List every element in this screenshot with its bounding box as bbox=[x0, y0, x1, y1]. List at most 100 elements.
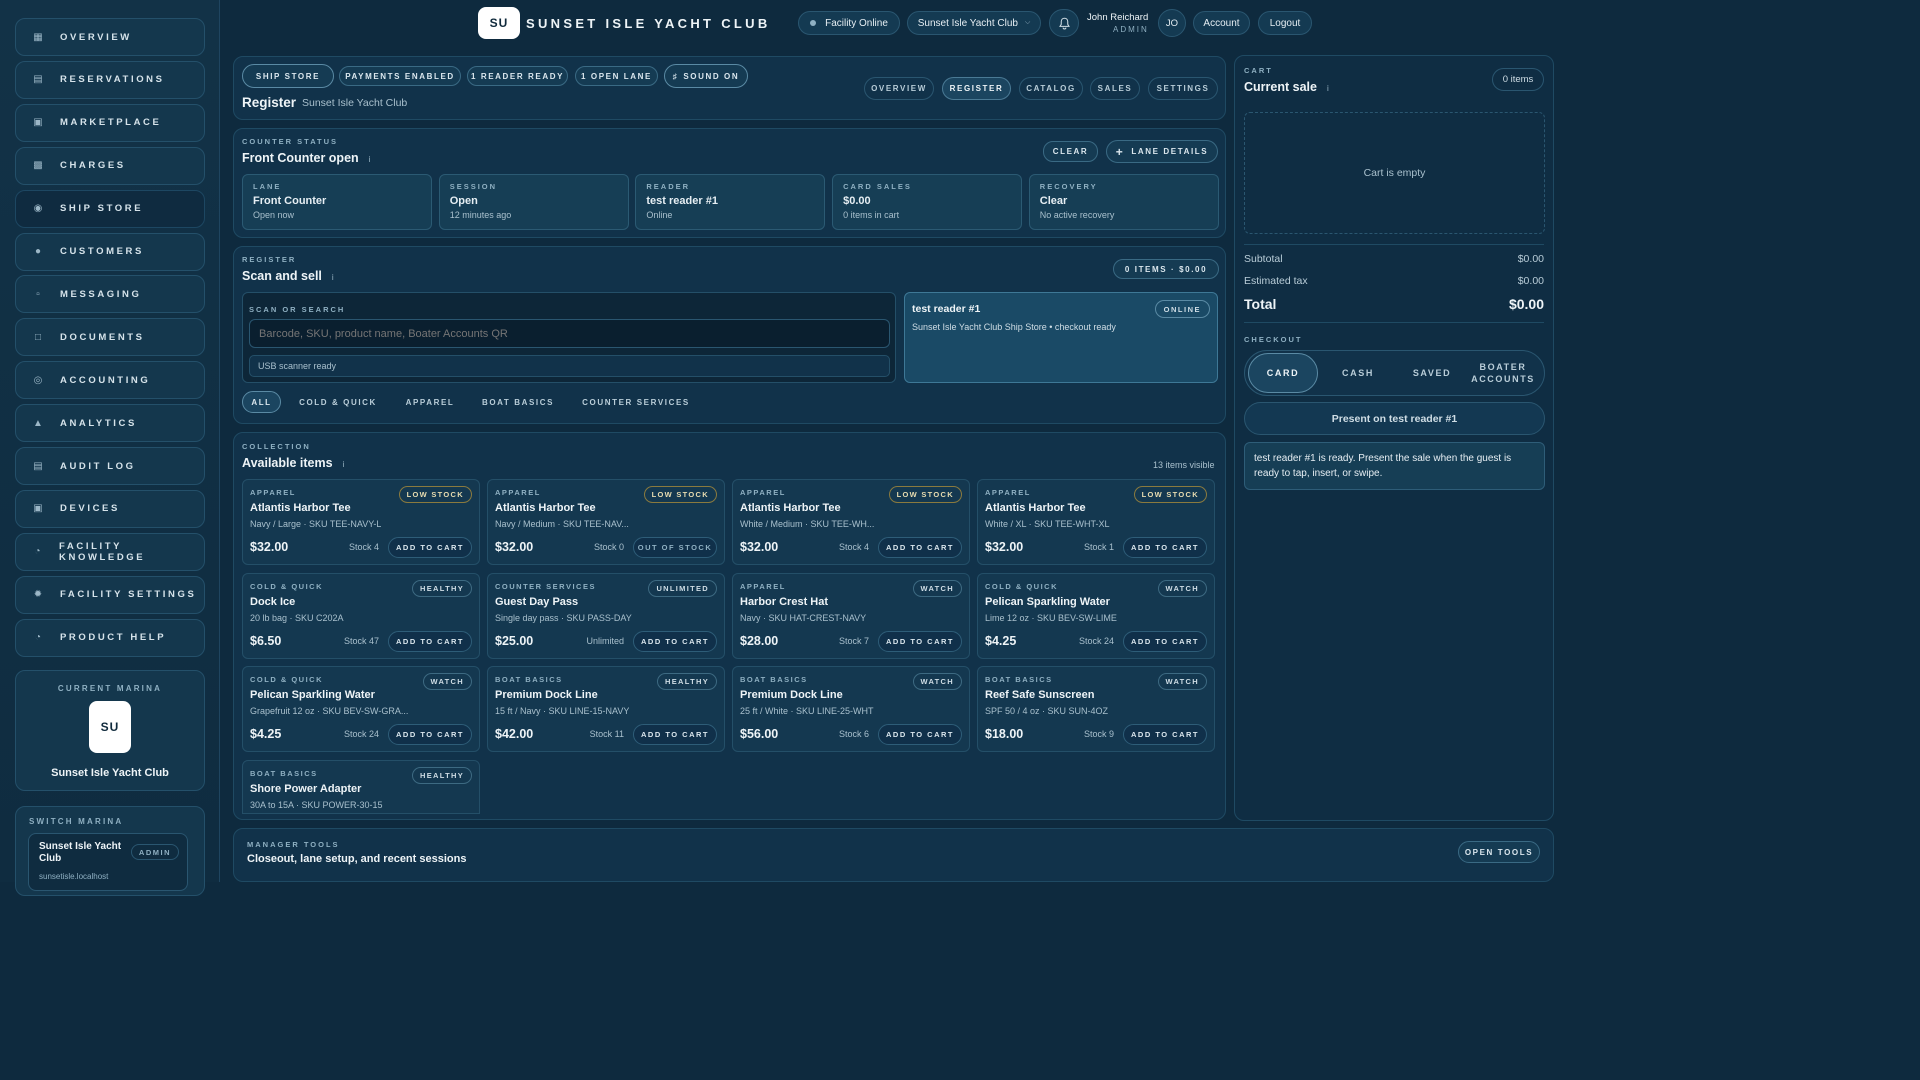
clear-button[interactable]: CLEAR bbox=[1043, 141, 1098, 162]
product-stock: Stock 24 bbox=[343, 729, 379, 739]
tab-settings[interactable]: SETTINGS bbox=[1148, 77, 1218, 100]
marina-logo: SU bbox=[89, 701, 131, 753]
product-stock: Stock 47 bbox=[343, 635, 379, 646]
sidebar-item-ship-store[interactable]: ◉ SHIP STORE bbox=[15, 189, 205, 228]
account-button[interactable]: Account bbox=[1193, 11, 1250, 35]
sidebar-item-overview[interactable]: ▦ OVERVIEW bbox=[15, 18, 205, 56]
manager-title: Closeout, lane setup, and recent session… bbox=[247, 853, 467, 865]
tab-sales[interactable]: SALES bbox=[1090, 77, 1140, 100]
log-icon: ▤ bbox=[33, 460, 43, 472]
sidebar-item-label: CUSTOMERS bbox=[60, 246, 144, 257]
info-icon[interactable]: i bbox=[342, 460, 345, 469]
add-to-cart-button[interactable]: ADD TO CART bbox=[633, 724, 717, 745]
stock-badge: HEALTHY bbox=[412, 766, 472, 784]
add-to-cart-button[interactable]: ADD TO CART bbox=[388, 630, 472, 652]
present-on-reader-button[interactable]: Present on test reader #1 bbox=[1244, 402, 1545, 435]
add-to-cart-button[interactable]: ADD TO CART bbox=[878, 724, 962, 745]
product-price: $18.00 bbox=[985, 727, 1024, 741]
add-to-cart-button[interactable]: ADD TO CART bbox=[388, 537, 472, 558]
product-stock: Stock 0 bbox=[593, 542, 624, 552]
product-category: APPAREL bbox=[250, 488, 296, 497]
payment-card[interactable]: CARD bbox=[1248, 353, 1318, 393]
product-name: Atlantis Harbor Tee bbox=[985, 502, 1086, 514]
stat-label: RECOVERY bbox=[1039, 182, 1098, 191]
add-to-cart-button[interactable]: ADD TO CART bbox=[1123, 537, 1207, 558]
product-category: COLD & QUICK bbox=[250, 675, 323, 684]
logout-button[interactable]: Logout bbox=[1258, 11, 1312, 35]
add-to-cart-button[interactable]: ADD TO CART bbox=[1123, 724, 1207, 745]
bag-icon: ◉ bbox=[33, 203, 43, 215]
filter-counter-services[interactable]: COUNTER SERVICES bbox=[582, 397, 690, 407]
add-to-cart-button[interactable]: ADD TO CART bbox=[878, 630, 962, 652]
subtotal-label: Subtotal bbox=[1244, 253, 1283, 265]
filter-all[interactable]: ALL bbox=[242, 391, 281, 413]
stock-badge: WATCH bbox=[912, 673, 962, 690]
tab-catalog[interactable]: CATALOG bbox=[1019, 77, 1083, 100]
product-price: $56.00 bbox=[740, 727, 779, 741]
marina-option-name: Sunset Isle Yacht Club bbox=[39, 841, 122, 864]
lane-details-label: LANE DETAILS bbox=[1131, 147, 1209, 156]
product-card: APPAREL LOW STOCK Atlantis Harbor Tee Navy … bbox=[242, 479, 480, 565]
tax-row: Estimated tax $0.00 bbox=[1244, 275, 1544, 287]
payment-boater-accounts[interactable]: BOATER ACCOUNTS bbox=[1471, 362, 1535, 384]
product-name: Atlantis Harbor Tee bbox=[250, 502, 351, 514]
sidebar-item-product-help[interactable]: ◔ PRODUCT HELP bbox=[15, 618, 205, 657]
tab-overview[interactable]: OVERVIEW bbox=[864, 77, 934, 100]
filter-apparel[interactable]: APPAREL bbox=[405, 397, 455, 407]
product-category: BOAT BASICS bbox=[250, 768, 318, 778]
add-to-cart-button[interactable]: ADD TO CART bbox=[633, 630, 717, 652]
sidebar-item-analytics[interactable]: ▲ ANALYTICS bbox=[15, 404, 205, 443]
subtotal-row: Subtotal $0.00 bbox=[1244, 253, 1544, 265]
product-variant: 20 lb bag · SKU C202A bbox=[250, 612, 344, 623]
open-tools-button[interactable]: OPEN TOOLS bbox=[1458, 841, 1540, 863]
current-marina-card: CURRENT MARINA SU Sunset Isle Yacht Club bbox=[15, 670, 205, 791]
cart-empty-state: Cart is empty bbox=[1244, 112, 1545, 234]
chip-label: 1 OPEN LANE bbox=[581, 71, 652, 81]
add-to-cart-button[interactable]: ADD TO CART bbox=[878, 537, 962, 558]
payment-cash[interactable]: CASH bbox=[1342, 368, 1374, 378]
sidebar-item-charges[interactable]: ▩ CHARGES bbox=[15, 146, 205, 185]
filter-cold-quick[interactable]: COLD & QUICK bbox=[299, 397, 377, 407]
search-input[interactable] bbox=[249, 319, 890, 348]
tab-register[interactable]: REGISTER bbox=[942, 77, 1011, 100]
sidebar-item-messaging[interactable]: ▫ MESSAGING bbox=[15, 275, 205, 314]
sidebar-item-reservations[interactable]: ▤ RESERVATIONS bbox=[15, 60, 205, 99]
filter-boat-basics[interactable]: BOAT BASICS bbox=[481, 397, 555, 407]
info-icon[interactable]: i bbox=[331, 273, 334, 282]
marina-host: sunsetisle.localhost bbox=[39, 872, 109, 881]
sidebar-item-facility-knowledge[interactable]: ◔ FACILITY KNOWLEDGE bbox=[15, 532, 205, 571]
marina-select[interactable]: Sunset Isle Yacht Club ⌵ bbox=[907, 11, 1041, 35]
payment-saved[interactable]: SAVED bbox=[1412, 368, 1452, 378]
lane-details-button[interactable]: + LANE DETAILS bbox=[1106, 140, 1218, 163]
coin-icon: ◎ bbox=[33, 374, 43, 386]
notifications-button[interactable] bbox=[1049, 9, 1079, 37]
facility-status: Facility Online bbox=[798, 11, 900, 35]
status-chip-sound-on[interactable]: ♯ SOUND ON bbox=[664, 64, 748, 88]
sidebar-item-accounting[interactable]: ◎ ACCOUNTING bbox=[15, 361, 205, 400]
sidebar-item-facility-settings[interactable]: ✹ FACILITY SETTINGS bbox=[15, 575, 205, 614]
sidebar-item-devices[interactable]: ▣ DEVICES bbox=[15, 489, 205, 528]
sidebar-item-label: SHIP STORE bbox=[60, 203, 144, 215]
reader-card[interactable]: test reader #1 ONLINE Sunset Isle Yacht … bbox=[904, 292, 1218, 383]
product-variant: SPF 50 / 4 oz · SKU SUN-4OZ bbox=[985, 706, 1109, 716]
info-icon[interactable]: i bbox=[368, 155, 371, 164]
sidebar-item-customers[interactable]: ● CUSTOMERS bbox=[15, 232, 205, 271]
info-icon[interactable]: i bbox=[1326, 84, 1329, 93]
add-to-cart-button[interactable]: ADD TO CART bbox=[388, 724, 472, 745]
product-name: Premium Dock Line bbox=[495, 689, 598, 701]
add-to-cart-button[interactable]: ADD TO CART bbox=[1123, 630, 1207, 652]
sidebar-item-audit-log[interactable]: ▤ AUDIT LOG bbox=[15, 447, 205, 485]
register-title: Scan and sell i bbox=[242, 269, 334, 283]
product-name: Atlantis Harbor Tee bbox=[740, 502, 841, 514]
product-name: Pelican Sparkling Water bbox=[250, 689, 375, 701]
product-variant: Navy · SKU HAT-CREST-NAVY bbox=[740, 612, 867, 623]
plus-icon: + bbox=[1115, 144, 1125, 159]
reader-status-badge: ONLINE bbox=[1154, 300, 1210, 318]
product-stock: Stock 4 bbox=[838, 542, 869, 552]
avatar[interactable]: JO bbox=[1158, 9, 1186, 37]
marina-option[interactable]: Sunset Isle Yacht Club ADMIN sunsetisle.… bbox=[28, 833, 188, 891]
sidebar-item-documents[interactable]: □ DOCUMENTS bbox=[15, 318, 205, 357]
sidebar-item-marketplace[interactable]: ▣ MARKETPLACE bbox=[15, 103, 205, 142]
speaker-icon: ♯ bbox=[672, 71, 679, 81]
user-role: ADMIN bbox=[1113, 25, 1149, 34]
